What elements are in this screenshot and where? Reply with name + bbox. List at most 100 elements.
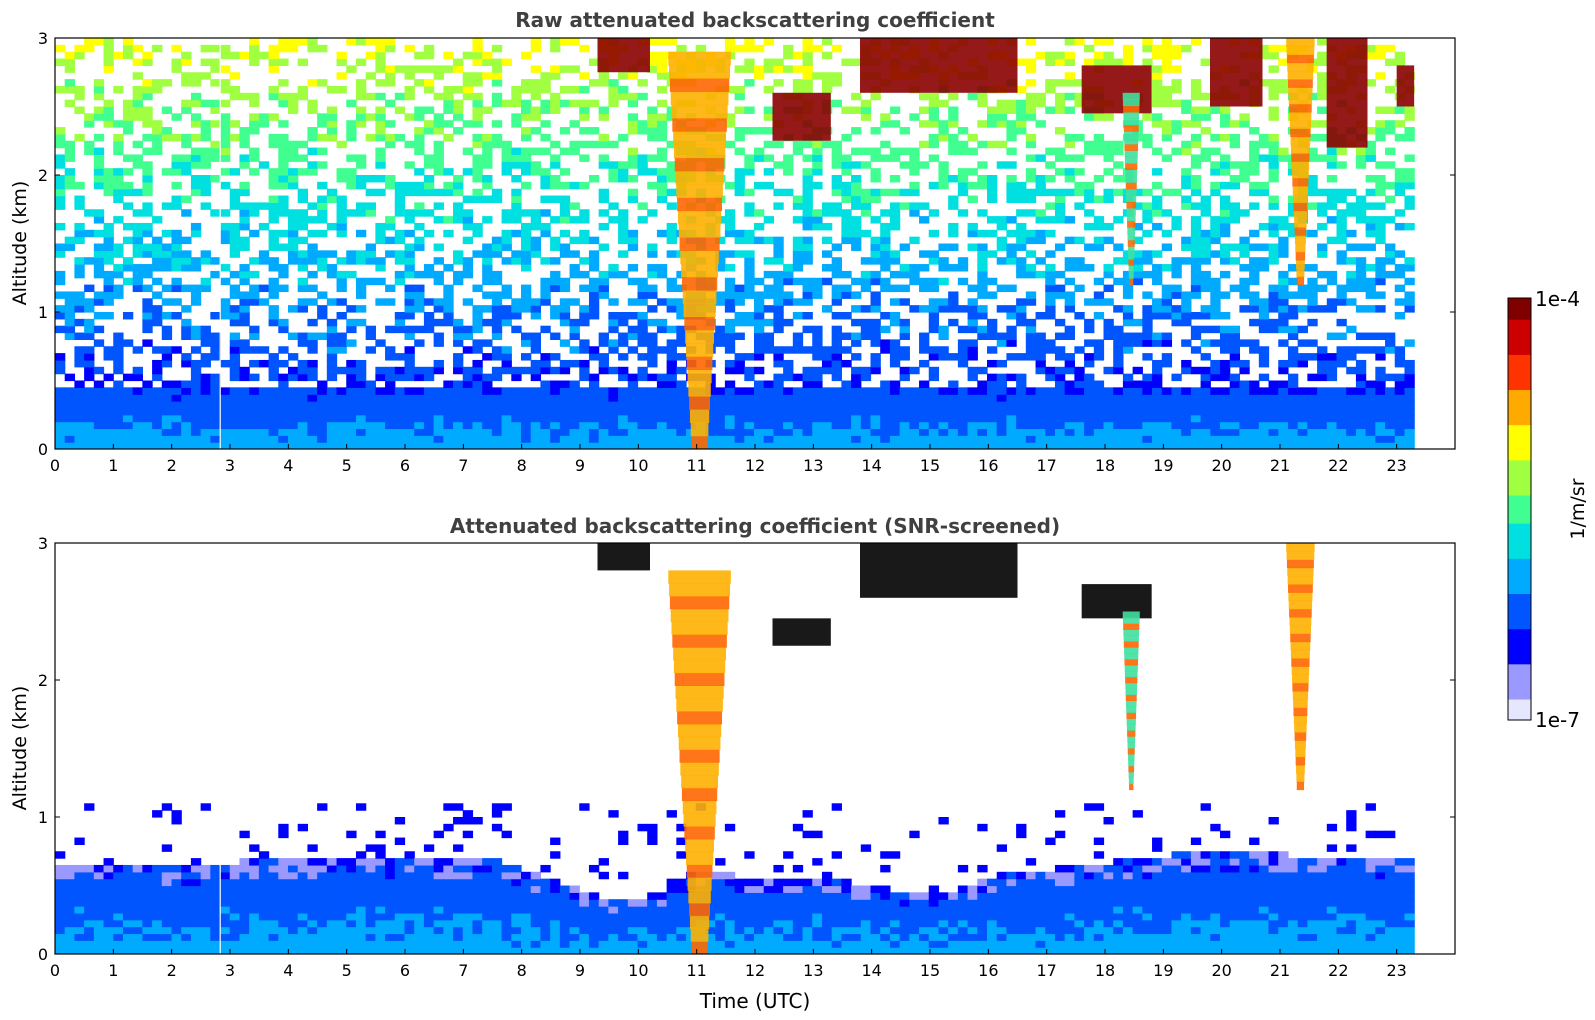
heatmap-cell [103, 906, 114, 914]
heatmap-cell [1152, 421, 1163, 430]
heatmap-cell [1375, 346, 1386, 354]
heatmap-cell [326, 401, 338, 409]
heatmap-cell [84, 387, 95, 395]
heatmap-cell [530, 209, 542, 217]
heatmap-cell [1210, 106, 1221, 114]
heatmap-cell [967, 346, 978, 354]
heatmap-cell [1278, 394, 1289, 402]
heatmap-cell [210, 175, 221, 183]
heatmap-cell [132, 44, 143, 53]
x-tick-label: 2 [167, 456, 177, 475]
heatmap-cell [501, 161, 512, 169]
heatmap-cell [229, 92, 241, 101]
heatmap-cell [1045, 277, 1056, 286]
heatmap-cell [1220, 407, 1231, 416]
heatmap-cell [676, 284, 687, 293]
heatmap-cell [462, 51, 474, 60]
heatmap-cell [103, 435, 114, 443]
heatmap-cell [55, 442, 66, 449]
heatmap-cell [55, 851, 66, 859]
heatmap-cell [462, 236, 474, 245]
heatmap-cell [394, 65, 406, 73]
heatmap-cell [278, 99, 289, 108]
heatmap-cell [841, 407, 852, 416]
heatmap-cell [1210, 414, 1221, 423]
heatmap-cell [501, 99, 512, 108]
heatmap-cell [433, 366, 444, 375]
heatmap-cell [812, 435, 823, 443]
heatmap-cell [326, 188, 338, 197]
heatmap-cell [55, 421, 66, 430]
heatmap-cell [1220, 243, 1231, 251]
heatmap-cell [1084, 209, 1095, 217]
heatmap-cell [74, 92, 85, 101]
heatmap-cell [171, 113, 182, 121]
heatmap-cell [113, 380, 124, 388]
precipitation-mark [1123, 105, 1140, 113]
cloud-mark [1326, 38, 1368, 148]
heatmap-cell [74, 270, 85, 279]
heatmap-cell [491, 44, 503, 53]
heatmap-cell [530, 421, 542, 430]
heatmap-cell [1210, 216, 1221, 224]
heatmap-cell [521, 209, 532, 217]
heatmap-cell [1258, 394, 1270, 402]
heatmap-cell [1278, 243, 1289, 251]
heatmap-cell [550, 175, 561, 183]
heatmap-cell [1336, 387, 1347, 395]
heatmap-cell [200, 284, 211, 293]
heatmap-cell [326, 435, 338, 443]
heatmap-cell [540, 359, 551, 368]
precipitation-mark [1124, 156, 1138, 164]
heatmap-cell [773, 318, 784, 327]
heatmap-cell [132, 58, 143, 66]
heatmap-cell [860, 284, 872, 293]
heatmap-cell [860, 209, 872, 217]
heatmap-cell [93, 401, 105, 409]
heatmap-cell [181, 442, 192, 449]
heatmap-cell [74, 380, 85, 388]
heatmap-cell [472, 428, 483, 436]
heatmap-cell [152, 810, 163, 818]
heatmap-cell [171, 421, 182, 430]
heatmap-cell [744, 202, 755, 210]
heatmap-cell [530, 387, 542, 395]
heatmap-cell [1336, 414, 1347, 423]
heatmap-cell [1394, 51, 1406, 60]
heatmap-cell [1200, 209, 1211, 217]
heatmap-cell [453, 387, 464, 395]
heatmap-cell [1404, 380, 1415, 388]
heatmap-cell [1365, 401, 1376, 409]
heatmap-cell [1355, 435, 1367, 443]
heatmap-cell [414, 168, 425, 176]
heatmap-cell [1152, 339, 1163, 347]
heatmap-cell [1375, 229, 1386, 238]
heatmap-cell [220, 277, 231, 286]
heatmap-cell [1190, 277, 1202, 286]
heatmap-cell [579, 154, 590, 162]
heatmap-cell [414, 435, 425, 443]
x-tick-label: 12 [745, 456, 765, 475]
heatmap-cell [744, 291, 755, 299]
heatmap-cell [1404, 133, 1415, 142]
heatmap-cell [1365, 428, 1376, 436]
heatmap-cell [1394, 359, 1406, 368]
heatmap-cell [210, 79, 221, 87]
heatmap-cell [647, 133, 658, 142]
heatmap-cell [1093, 277, 1105, 286]
heatmap-cell [783, 154, 794, 162]
heatmap-cell [1220, 339, 1231, 347]
heatmap-cell [1122, 58, 1134, 66]
heatmap-cell [1006, 175, 1017, 183]
heatmap-cell [152, 401, 163, 409]
heatmap-cell [1171, 407, 1182, 416]
heatmap-cell [608, 401, 619, 409]
heatmap-cell [559, 195, 571, 203]
heatmap-cell [705, 421, 716, 430]
heatmap-cell [841, 442, 852, 449]
heatmap-cell [472, 188, 483, 197]
heatmap-cell [909, 236, 920, 245]
heatmap-cell [637, 202, 648, 210]
heatmap-cell [851, 428, 862, 436]
heatmap-cell [132, 222, 143, 231]
